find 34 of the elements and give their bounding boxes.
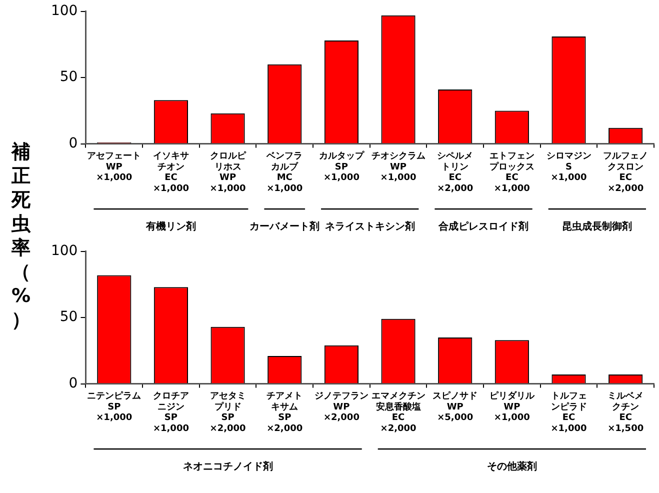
text: その他薬剤 [486,460,537,473]
text: ネオニコチノイド剤 [182,460,273,473]
x-tick-label: スピノサド WP ×5,000 [432,390,478,424]
x-tick-label: チアメトキサム SP ×2,000 [266,392,303,434]
x-tick-label: クロルピリホス WP ×1,000 [210,150,247,194]
y-tick-label: 50 [60,309,78,326]
text: 昆虫成長制御剤 [562,220,632,233]
x-tick-label: ミルベメクチン EC ×1,500 [608,392,644,434]
text: ネライストキシン剤 [324,220,415,233]
text: カーバメート剤 [250,220,320,233]
x-tick-label: トルフェンピラド EC ×1,000 [550,392,587,434]
x-tick-label: フルフェノクスロン EC ×2,000 [603,152,648,194]
x-tick-label: イソキサチオン EC ×1,000 [152,152,189,194]
x-tick-label: シペルメトリン EC ×2,000 [437,152,474,194]
x-tick-label: カルタップ SP ×1,000 [318,150,365,184]
x-tick-label: チオシクラム WP ×1,000 [371,152,426,184]
x-tick-label: アセフェート WP ×1,000 [87,152,142,184]
x-tick-label: ピリダリル WP ×1,000 [489,390,536,424]
x-tick-label: アセタミプリド SP ×2,000 [210,390,246,434]
x-tick-label: ジノテフラン WP ×2,000 [314,392,368,424]
y-tick-label: 0 [68,375,78,392]
x-tick-label: エトフェンプロックス EC ×1,000 [489,152,534,194]
x-tick-label: ベンフラカルブ MC ×1,000 [266,152,303,194]
y-axis-title: 補正死虫率（%） [11,140,31,332]
x-tick-label: ニテンピラム SP ×1,000 [87,390,142,424]
y-tick-label: 50 [60,69,78,86]
x-tick-label: クロチアニジン SP ×1,000 [152,392,189,434]
y-tick-label: 100 [50,3,78,20]
x-tick-label: エマメクチン安息香酸塩 EC ×2,000 [371,392,426,434]
y-tick-label: 0 [68,135,78,152]
text: 有機リン剤 [144,220,196,233]
text: 合成ピレスロイド剤 [438,220,529,233]
x-tick-label: シロマジン S ×1,000 [546,152,592,184]
y-tick-label: 100 [50,243,78,260]
